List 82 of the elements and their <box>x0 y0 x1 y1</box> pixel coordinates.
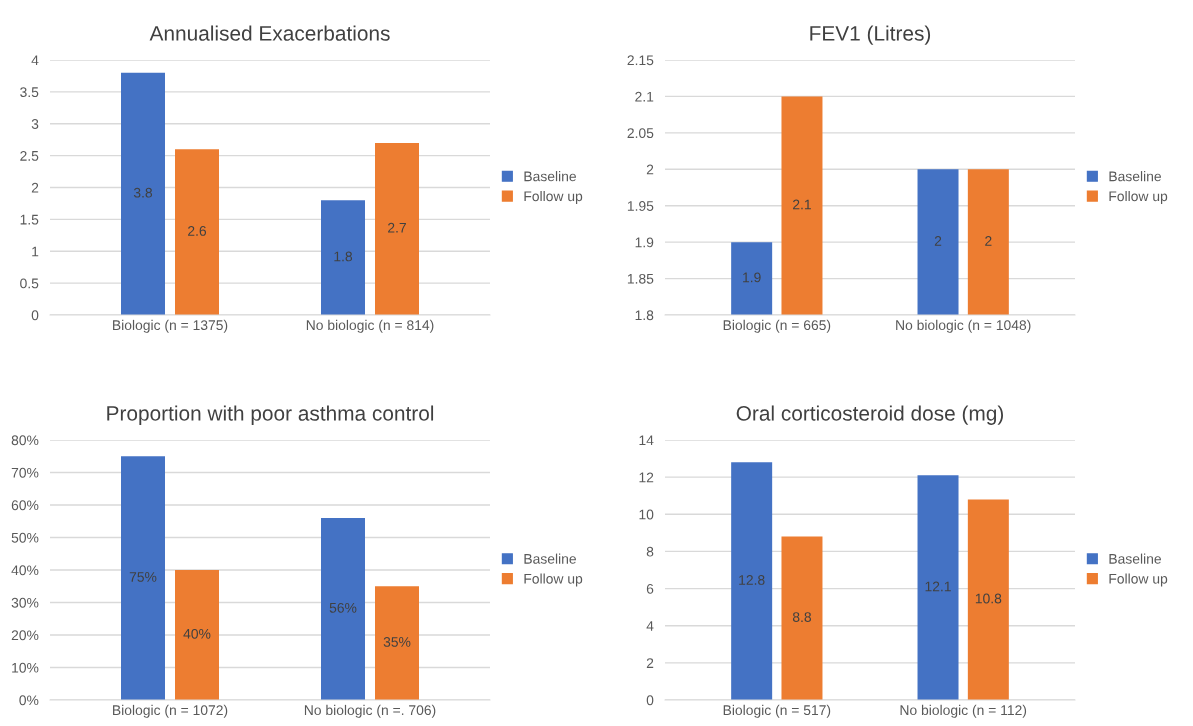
y-tick-label: 1.95 <box>627 201 654 211</box>
y-tick-label: 2 <box>646 164 654 175</box>
y-tick-label: 0 <box>31 310 39 321</box>
bar <box>731 462 773 700</box>
x-tick-label: Biologic (n = 517) <box>723 704 831 718</box>
data-label: 35% <box>383 637 411 647</box>
bar <box>375 142 419 315</box>
x-tick-label: Biologic (n = 1072) <box>113 704 228 718</box>
bar <box>781 536 823 700</box>
legend-label: Follow up <box>524 573 583 587</box>
y-tick-label: 30% <box>11 597 39 608</box>
data-label: 40% <box>183 628 211 639</box>
y-tick-label: 2 <box>31 182 39 193</box>
legend-label: Follow up <box>524 190 583 204</box>
y-tick-label: 8 <box>646 546 654 557</box>
legend-label: Baseline <box>1109 553 1161 564</box>
data-label: 2 <box>985 236 992 246</box>
y-tick-label: 0% <box>19 695 39 706</box>
y-tick-label: 1.8 <box>635 310 654 321</box>
bar <box>321 518 365 700</box>
y-tick-label: 40% <box>11 565 39 576</box>
x-tick-label: No biologic (n =. 706) <box>304 704 436 718</box>
data-label: 1.8 <box>334 251 353 262</box>
y-tick-label: 3 <box>31 119 39 129</box>
data-label: 12.8 <box>739 575 765 585</box>
y-tick-label: 2.05 <box>627 128 654 139</box>
y-tick-label: 4 <box>31 55 39 66</box>
y-tick-label: 50% <box>11 532 39 543</box>
data-label: 12.1 <box>925 581 951 592</box>
y-tick-label: 1.85 <box>627 273 654 284</box>
bar <box>121 456 165 700</box>
chart-title: Annualised Exacerbations <box>149 25 390 41</box>
legend-label: Follow up <box>1109 190 1168 204</box>
bar <box>321 200 365 315</box>
chart-title: Oral corticosteroid dose (mg) <box>736 405 1004 425</box>
y-tick-label: 10% <box>12 662 39 673</box>
data-label: 3.8 <box>133 187 153 198</box>
data-label: 75% <box>129 572 157 582</box>
bar <box>967 499 1009 700</box>
bar <box>121 72 165 315</box>
legend-label: Follow up <box>1109 573 1168 587</box>
y-tick-label: 20% <box>11 630 39 641</box>
y-tick-label: 1.9 <box>635 237 654 248</box>
data-label: 2 <box>934 236 942 246</box>
bar <box>175 149 219 315</box>
y-tick-label: 2.5 <box>20 150 39 161</box>
data-label: 8.8 <box>792 612 812 623</box>
y-tick-label: 12 <box>639 472 654 483</box>
x-tick-label: Biologic (n = 665) <box>723 319 831 333</box>
bar <box>175 570 219 700</box>
legend-label: Baseline <box>1109 171 1161 182</box>
x-tick-label: No biologic (n = 112) <box>900 704 1027 718</box>
y-tick-label: 4 <box>646 621 654 631</box>
y-tick-label: 2 <box>646 658 654 668</box>
x-tick-label: No biologic (n = 814) <box>306 319 434 333</box>
x-tick-label: Biologic (n = 1375) <box>113 319 228 333</box>
y-tick-label: 60% <box>11 500 39 511</box>
data-label: 2.6 <box>188 226 207 236</box>
data-label: 10.8 <box>975 593 1002 604</box>
bar <box>917 475 959 700</box>
y-tick-label: 3.5 <box>20 87 39 98</box>
data-label: 1.9 <box>743 272 761 283</box>
y-tick-label: 0 <box>646 695 654 706</box>
legend-label: Baseline <box>524 171 576 182</box>
y-tick-label: 14 <box>639 435 654 446</box>
chart-title: FEV1 (Litres) <box>810 25 931 45</box>
y-tick-label: 70% <box>11 467 39 478</box>
chart-title: Proportion with poor asthma control <box>107 405 434 425</box>
data-label: 2.1 <box>793 199 811 210</box>
y-tick-label: 10 <box>639 509 654 520</box>
y-tick-label: 1 <box>32 246 39 257</box>
y-tick-label: 2.1 <box>635 91 654 102</box>
y-tick-label: 0.5 <box>20 278 39 289</box>
x-tick-label: No biologic (n = 1048) <box>896 319 1031 333</box>
y-tick-label: 6 <box>646 583 654 594</box>
data-label: 56% <box>329 602 357 613</box>
legend-label: Baseline <box>524 553 576 564</box>
y-tick-label: 1.5 <box>20 214 39 225</box>
bar <box>375 586 419 700</box>
y-tick-label: 2.15 <box>627 55 654 66</box>
y-tick-label: 80% <box>11 435 39 446</box>
data-label: 2.7 <box>388 222 406 233</box>
